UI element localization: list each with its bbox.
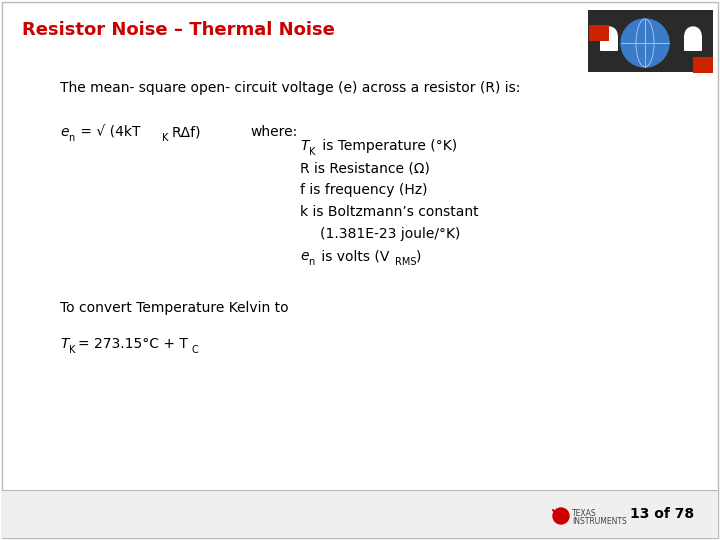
- FancyBboxPatch shape: [693, 57, 713, 73]
- Text: ): ): [416, 249, 421, 263]
- Text: e: e: [300, 249, 308, 263]
- Text: Resistor Noise – Thermal Noise: Resistor Noise – Thermal Noise: [22, 21, 335, 39]
- Text: 13 of 78: 13 of 78: [630, 507, 694, 521]
- Text: = √ (4kT: = √ (4kT: [76, 125, 140, 139]
- Text: f is frequency (Hz): f is frequency (Hz): [300, 183, 428, 197]
- Text: INSTRUMENTS: INSTRUMENTS: [572, 517, 626, 526]
- Text: = 273.15°C + T: = 273.15°C + T: [78, 337, 188, 351]
- Text: RΔf): RΔf): [172, 125, 202, 139]
- Text: n: n: [68, 133, 74, 143]
- Text: To convert Temperature Kelvin to: To convert Temperature Kelvin to: [60, 301, 289, 315]
- Text: (1.381E-23 joule/°K): (1.381E-23 joule/°K): [320, 227, 460, 241]
- Text: K: K: [309, 147, 315, 157]
- Text: K: K: [69, 345, 76, 355]
- FancyBboxPatch shape: [588, 10, 713, 72]
- Text: is volts (V: is volts (V: [317, 249, 390, 263]
- Text: C: C: [192, 345, 199, 355]
- Circle shape: [621, 19, 669, 67]
- Circle shape: [553, 508, 569, 524]
- FancyBboxPatch shape: [684, 35, 702, 51]
- Circle shape: [601, 27, 617, 43]
- Text: RMS: RMS: [395, 257, 416, 267]
- Text: The mean- square open- circuit voltage (e) across a resistor (R) is:: The mean- square open- circuit voltage (…: [60, 81, 521, 95]
- Text: where:: where:: [250, 125, 297, 139]
- FancyBboxPatch shape: [2, 490, 718, 538]
- Text: e: e: [60, 125, 68, 139]
- Text: K: K: [162, 133, 168, 143]
- Text: TEXAS: TEXAS: [572, 509, 597, 518]
- Text: n: n: [308, 257, 314, 267]
- FancyBboxPatch shape: [600, 35, 618, 51]
- Text: T: T: [300, 139, 308, 153]
- Text: k is Boltzmann’s constant: k is Boltzmann’s constant: [300, 205, 479, 219]
- FancyBboxPatch shape: [589, 25, 609, 41]
- Text: T: T: [60, 337, 68, 351]
- Text: is Temperature (°K): is Temperature (°K): [318, 139, 457, 153]
- Text: R is Resistance (Ω): R is Resistance (Ω): [300, 161, 430, 175]
- Circle shape: [685, 27, 701, 43]
